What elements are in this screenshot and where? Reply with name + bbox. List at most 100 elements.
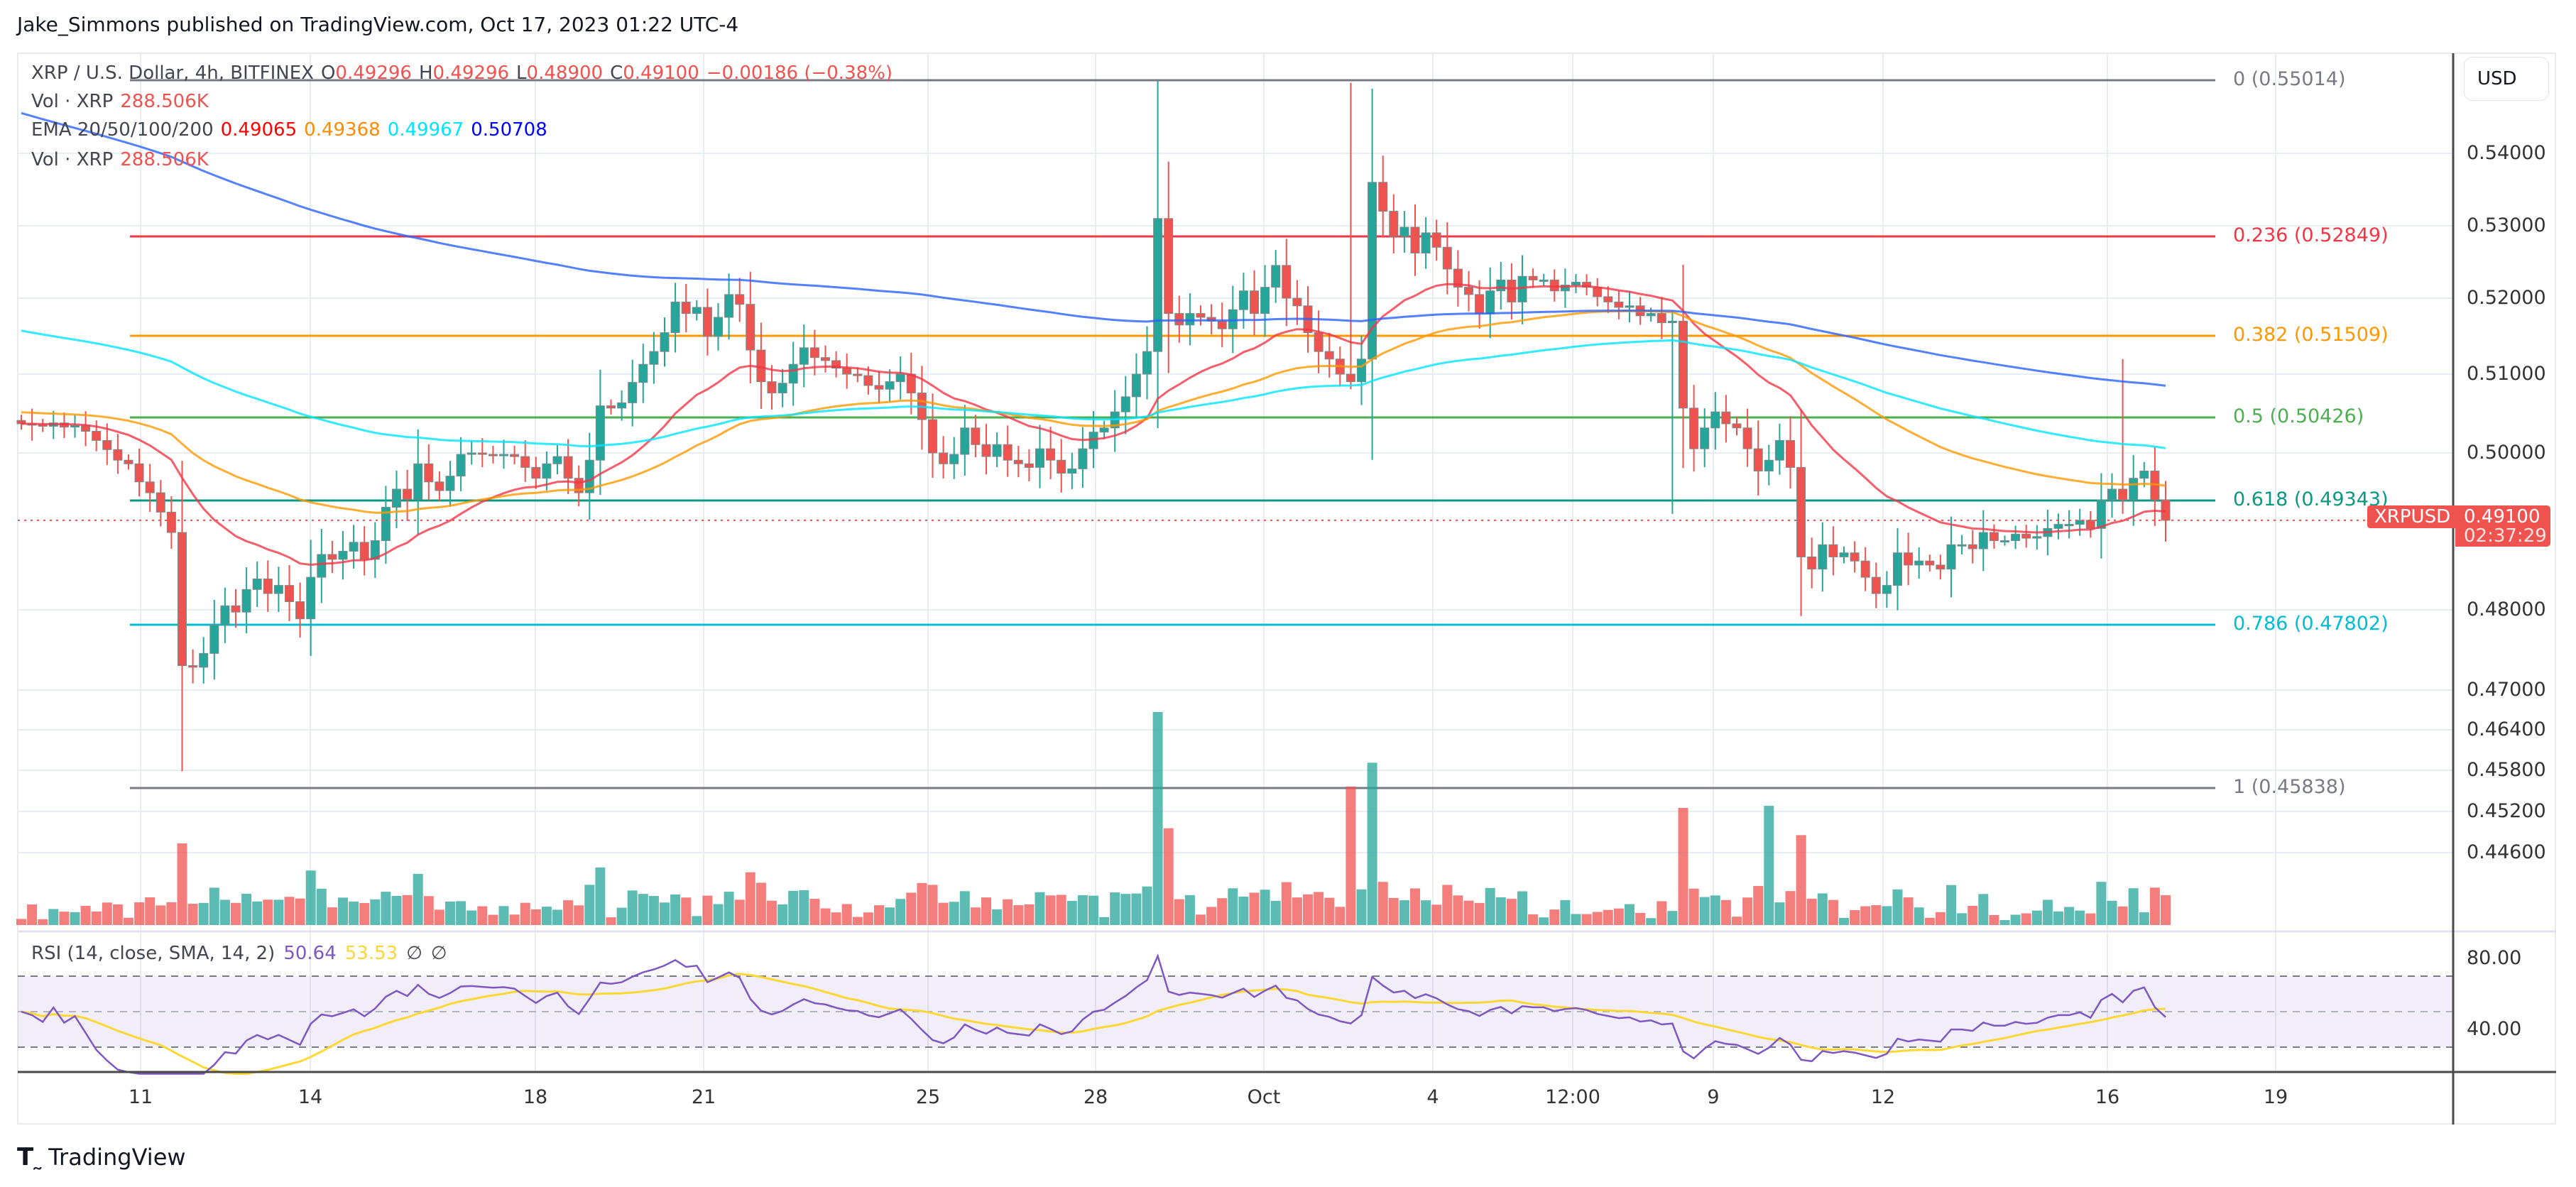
candle-body: [1314, 332, 1324, 352]
volume-bar: [91, 911, 102, 925]
volume-bar: [616, 907, 627, 925]
volume-bar: [595, 867, 606, 925]
volume-bar: [2161, 895, 2171, 925]
ema50-line: [21, 310, 2166, 514]
candle-body: [1271, 265, 1281, 288]
ema-label: EMA 20/50/100/200: [31, 119, 214, 141]
volume-bar: [563, 900, 574, 925]
volume-bar: [316, 888, 327, 925]
volume-bar: [895, 899, 906, 925]
ohlc-close: C0.49100: [610, 62, 699, 84]
volume-bar: [1978, 894, 1989, 925]
volume-bar: [1592, 912, 1603, 925]
symbol-legend[interactable]: XRP / U.S. Dollar, 4h, BITFINEX O0.49296 H…: [31, 62, 900, 84]
time-tick: 21: [691, 1086, 716, 1108]
candle-body: [2032, 536, 2042, 539]
candle-body: [939, 452, 949, 464]
volume-bar: [863, 912, 873, 925]
volume-bar: [809, 899, 820, 925]
volume-bar: [734, 899, 745, 925]
volume-bar: [692, 916, 702, 925]
volume-legend[interactable]: Vol · XRP 288.506K: [31, 91, 216, 112]
price-tick: 0.54000: [2467, 142, 2546, 164]
candle-body: [285, 585, 294, 603]
candle-body: [1818, 544, 1828, 570]
ema-legend[interactable]: EMA 20/50/100/200 0.49065 0.49368 0.49967 0.…: [31, 119, 555, 141]
volume-bar: [2031, 910, 2042, 925]
volume-bar: [1989, 914, 1999, 925]
volume-bar: [1228, 888, 1238, 925]
volume-bar: [1335, 907, 1346, 925]
candle-body: [1786, 439, 1795, 468]
candle-body: [777, 383, 787, 394]
volume-bar: [1131, 893, 1142, 925]
candle-body: [1646, 313, 1656, 317]
volume-value: 288.506K: [120, 91, 209, 112]
volume-bar: [1292, 897, 1302, 925]
volume-bar: [187, 904, 198, 925]
candle-body: [1539, 279, 1549, 282]
volume-bar: [1463, 900, 1474, 925]
volume-bar: [670, 894, 681, 925]
volume-bar: [927, 885, 938, 925]
candle-body: [1024, 463, 1034, 468]
volume-bar: [177, 843, 187, 925]
candle-body: [595, 405, 605, 461]
ema200-value: 0.50708: [471, 119, 547, 141]
tradingview-logo[interactable]: T˷ TradingView: [17, 1143, 186, 1171]
volume-bar: [2096, 882, 2107, 925]
candle-body: [338, 550, 348, 560]
volume-bar: [305, 870, 316, 925]
volume-bar: [1003, 899, 1013, 925]
volume-bar: [1324, 897, 1335, 925]
volume-bar: [1442, 885, 1453, 925]
currency-button[interactable]: USD: [2464, 57, 2549, 101]
candle-body: [1796, 466, 1806, 557]
volume-bar: [241, 893, 252, 925]
candle-body: [1013, 459, 1023, 464]
volume-bar: [219, 899, 230, 925]
candle-body: [381, 507, 391, 542]
volume-legend-2[interactable]: Vol · XRP 288.506K: [31, 149, 216, 170]
candle-body: [1925, 560, 1935, 566]
price-tick: 0.45200: [2467, 800, 2546, 822]
volume-bar: [2010, 914, 2021, 925]
volume-bar: [2064, 907, 2075, 925]
candle-body: [1431, 232, 1441, 248]
volume-bar: [231, 902, 241, 925]
candle-body: [1475, 294, 1485, 314]
volume-bar: [1314, 892, 1324, 925]
bar-countdown: 02:37:29: [2464, 525, 2547, 547]
candle-body: [788, 363, 798, 384]
rsi-null-2: ∅: [430, 943, 447, 964]
rsi-legend[interactable]: RSI (14, close, SMA, 14, 2) 50.64 53.53 ∅ ∅: [31, 943, 456, 964]
volume-bar: [112, 904, 123, 925]
volume-bar: [1625, 904, 1634, 925]
volume-bar: [1860, 906, 1871, 925]
candle-body: [241, 589, 251, 613]
candle-body: [2161, 499, 2171, 521]
volume-bar: [2021, 913, 2031, 925]
rsi-null-1: ∅: [406, 943, 422, 964]
candle-body: [1936, 564, 1945, 570]
price-change: −0.00186 (−0.38%): [706, 62, 893, 84]
candle-body: [1260, 287, 1270, 314]
volume-bar: [1785, 891, 1796, 925]
volume-bar: [1903, 897, 1914, 925]
candle-body: [178, 532, 187, 667]
volume-bar: [660, 902, 670, 925]
candle-body: [746, 304, 755, 351]
volume-bar: [1260, 890, 1270, 925]
candle-body: [735, 294, 745, 305]
candle-body: [1914, 560, 1924, 566]
candle-body: [1742, 427, 1752, 449]
candle-body: [895, 373, 905, 383]
candle-body: [1217, 320, 1227, 329]
candle-body: [1667, 320, 1677, 324]
volume-bar: [48, 909, 59, 925]
volume-bar: [1270, 900, 1281, 925]
candle-body: [1882, 585, 1892, 594]
candle-body: [1078, 448, 1088, 469]
chart-frame: [17, 53, 2556, 1125]
